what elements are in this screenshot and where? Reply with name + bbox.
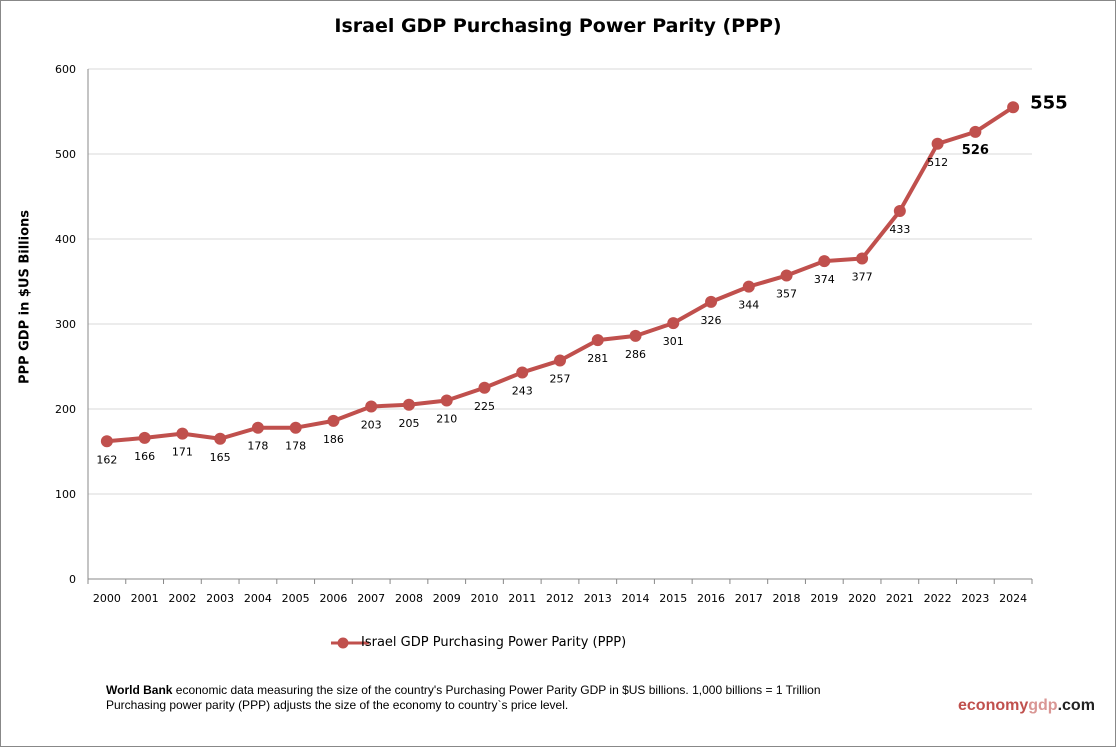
data-point — [856, 252, 869, 265]
data-label: 433 — [889, 223, 910, 236]
y-tick-label: 300 — [55, 318, 76, 331]
source-name: World Bank — [106, 683, 173, 697]
data-label: 286 — [625, 348, 646, 361]
note-line-1: economic data measuring the size of the … — [172, 683, 821, 697]
series-line — [106, 105, 1015, 444]
data-label: 178 — [247, 440, 268, 453]
x-tick-label: 2019 — [810, 592, 838, 605]
x-tick-label: 2003 — [206, 592, 234, 605]
y-tick-label: 600 — [55, 63, 76, 76]
data-label: 281 — [587, 352, 608, 365]
x-tick-label: 2013 — [584, 592, 612, 605]
brand-part-3: .com — [1057, 697, 1095, 714]
x-tick-label: 2007 — [357, 592, 385, 605]
x-tick-label: 2009 — [433, 592, 461, 605]
note-line-2: Purchasing power parity (PPP) adjusts th… — [106, 698, 569, 712]
x-tick-label: 2023 — [961, 592, 989, 605]
y-tick-label: 100 — [55, 488, 76, 501]
data-point — [1007, 101, 1020, 114]
data-label: 186 — [323, 433, 344, 446]
x-tick-label: 2002 — [168, 592, 196, 605]
x-tick-label: 2020 — [848, 592, 876, 605]
data-label: 357 — [776, 288, 797, 301]
data-label: 377 — [852, 271, 873, 284]
data-label: 526 — [962, 143, 989, 158]
data-label: 205 — [398, 417, 419, 430]
footer-note: World Bank economic data measuring the s… — [106, 683, 821, 713]
data-point — [893, 204, 906, 217]
data-point — [554, 354, 566, 367]
x-tick-label: 2024 — [999, 592, 1027, 605]
data-point — [931, 137, 944, 150]
data-point — [402, 398, 415, 411]
x-tick-label: 2016 — [697, 592, 725, 605]
x-tick-label: 2000 — [93, 592, 121, 605]
data-label: 344 — [738, 299, 759, 312]
data-point — [100, 435, 113, 448]
data-label: 203 — [361, 418, 382, 431]
data-label: 166 — [134, 450, 155, 463]
data-point — [176, 427, 189, 440]
data-label: 301 — [663, 335, 684, 348]
x-tick-label: 2017 — [735, 592, 763, 605]
legend: Israel GDP Purchasing Power Parity (PPP) — [329, 635, 626, 650]
data-point — [705, 295, 718, 308]
data-point — [214, 432, 227, 445]
data-label: 171 — [172, 446, 193, 459]
data-point — [780, 269, 793, 282]
x-tick-label: 2004 — [244, 592, 272, 605]
x-tick-label: 2014 — [622, 592, 650, 605]
data-label: 326 — [701, 314, 722, 327]
legend-marker-icon — [331, 637, 369, 648]
x-tick-label: 2018 — [773, 592, 801, 605]
brand-part-1: economy — [958, 697, 1029, 714]
x-tick-label: 2006 — [319, 592, 347, 605]
data-label: 243 — [512, 384, 533, 397]
brand-link[interactable]: economygdp.com — [958, 697, 1095, 715]
y-tick-label: 400 — [55, 233, 76, 246]
x-tick-label: 2015 — [659, 592, 687, 605]
data-point — [478, 381, 491, 394]
data-point — [440, 394, 453, 407]
data-label: 210 — [436, 413, 457, 426]
data-point — [591, 334, 604, 347]
data-label: 512 — [927, 156, 948, 169]
x-tick-label: 2022 — [924, 592, 952, 605]
data-label: 555 — [1030, 92, 1068, 113]
data-point — [667, 317, 680, 330]
x-tick-label: 2010 — [470, 592, 498, 605]
x-tick-label: 2011 — [508, 592, 536, 605]
chart-title: Israel GDP Purchasing Power Parity (PPP) — [334, 15, 782, 37]
data-label: 165 — [210, 451, 231, 464]
data-label: 178 — [285, 440, 306, 453]
data-point — [818, 255, 831, 268]
data-point — [251, 421, 264, 434]
x-tick-label: 2021 — [886, 592, 914, 605]
x-tick-label: 2005 — [282, 592, 310, 605]
data-point — [629, 329, 642, 342]
data-label: 257 — [550, 373, 571, 386]
y-tick-label: 500 — [55, 148, 76, 161]
data-point — [742, 280, 755, 293]
data-point — [516, 366, 529, 379]
x-tick-label: 2001 — [131, 592, 159, 605]
x-tick-label: 2008 — [395, 592, 423, 605]
data-label: 374 — [814, 273, 835, 286]
data-label: 162 — [96, 453, 117, 466]
data-label: 225 — [474, 400, 495, 413]
y-tick-label: 0 — [69, 573, 76, 586]
data-point — [138, 431, 151, 444]
legend-label: Israel GDP Purchasing Power Parity (PPP) — [361, 635, 627, 650]
data-point — [327, 414, 340, 427]
data-point — [365, 400, 378, 413]
data-point — [969, 125, 982, 138]
x-tick-label: 2012 — [546, 592, 574, 605]
y-tick-label: 200 — [55, 403, 76, 416]
data-point — [289, 421, 302, 434]
brand-part-2: gdp — [1028, 697, 1058, 714]
